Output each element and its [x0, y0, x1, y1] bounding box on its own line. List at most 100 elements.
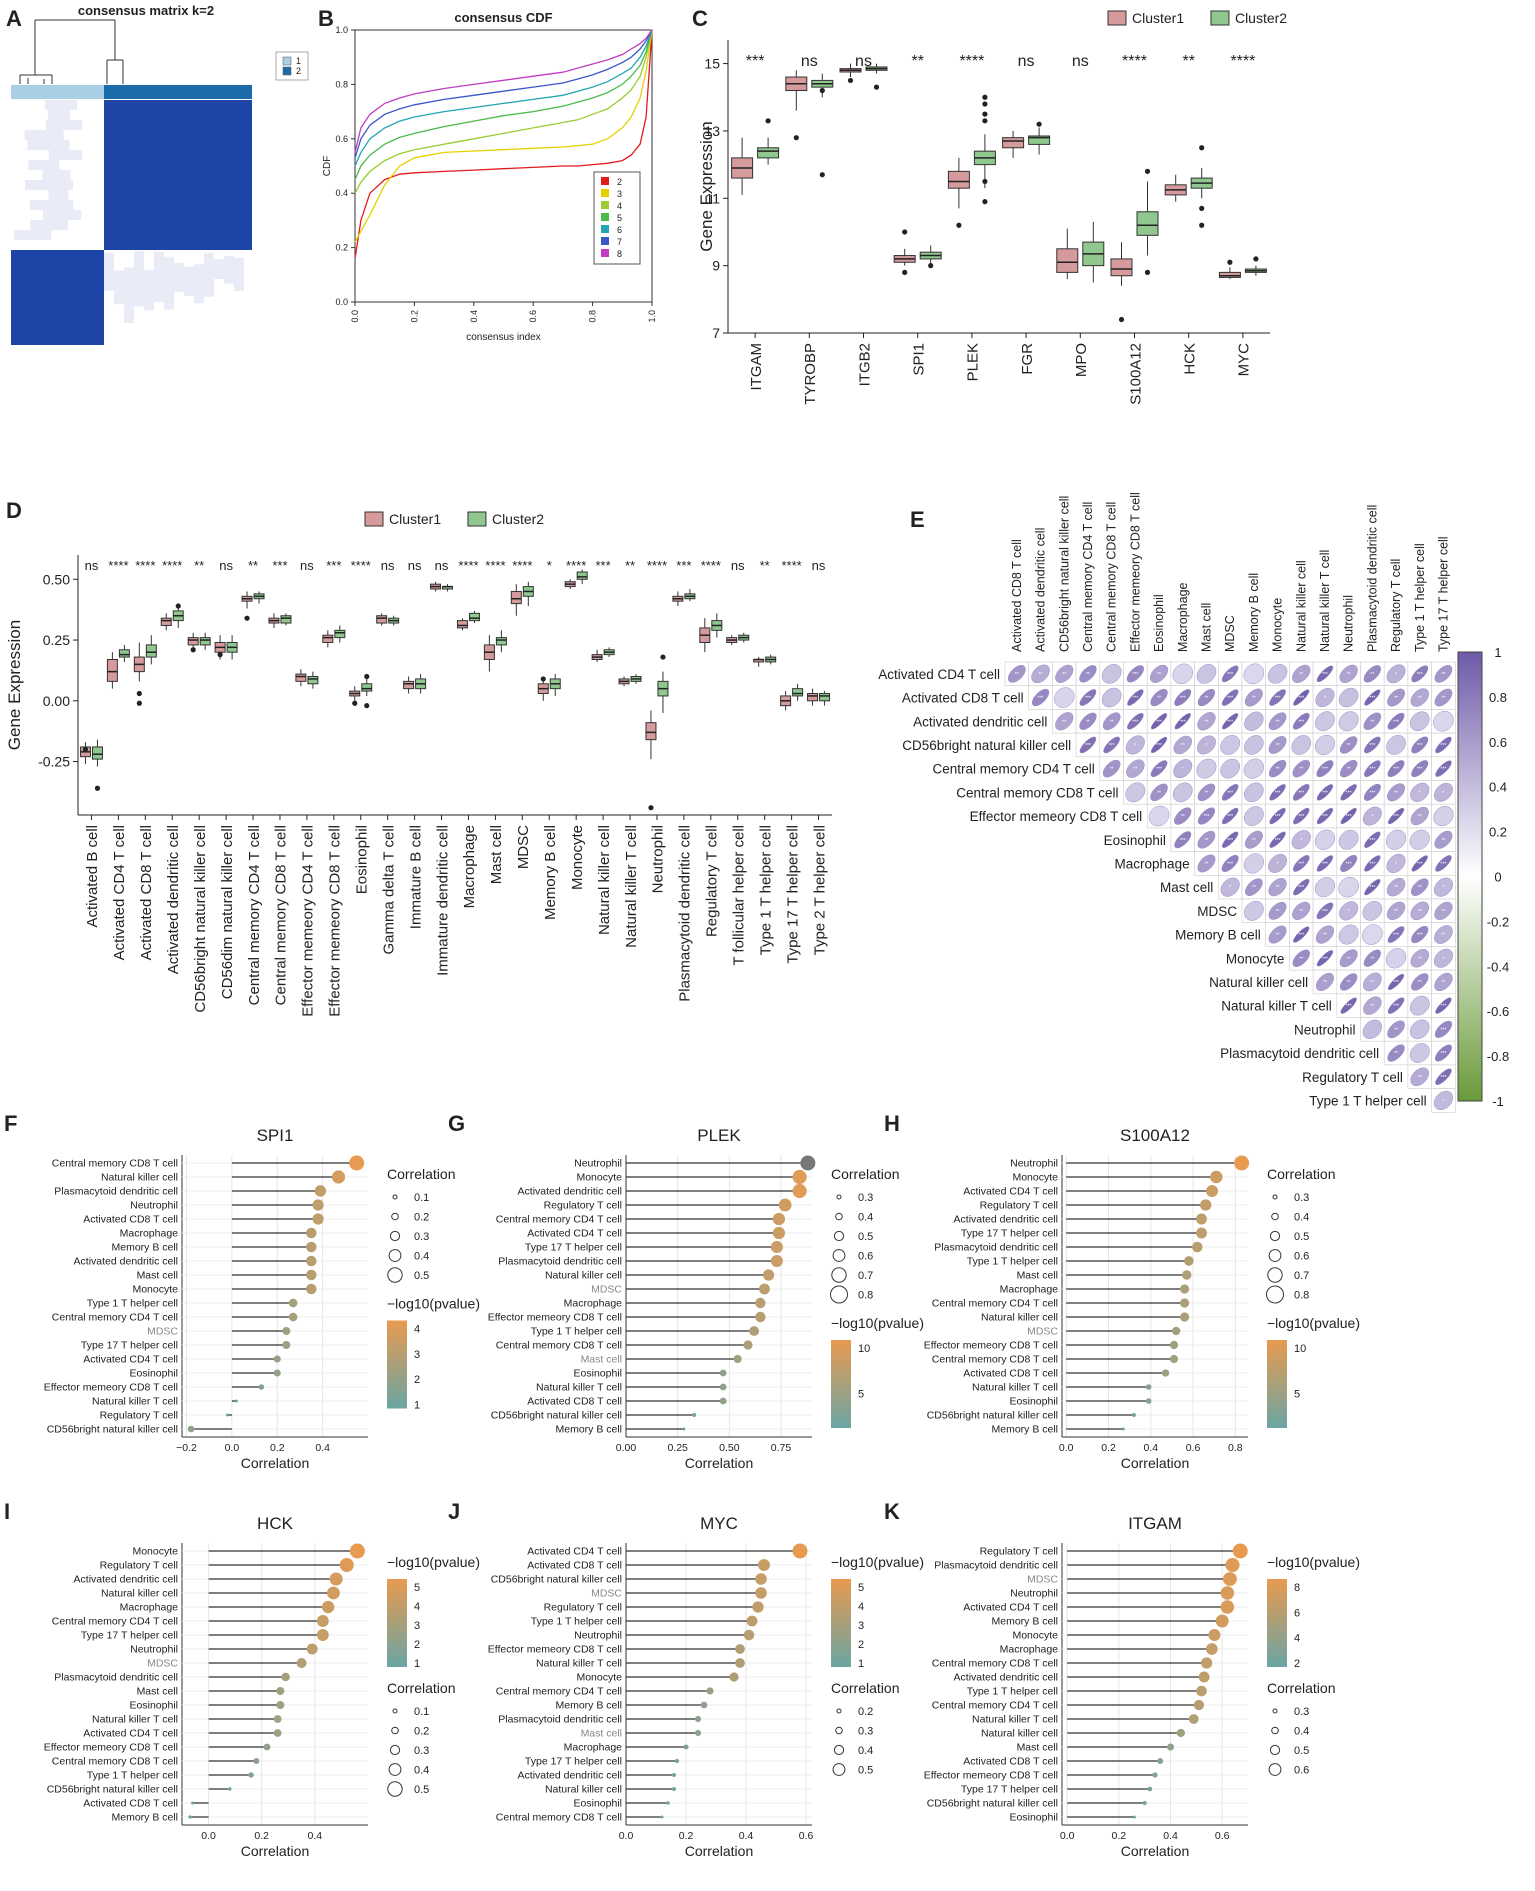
matrix-colorbar: 1 0.8 0.6 0.4 0.2 0 -0.2 -0.4 -0.6 -0.8 -1	[1458, 645, 1509, 1109]
colorbar-bar	[1458, 652, 1482, 1101]
lollipop-dot	[313, 1213, 324, 1224]
legend-item-label: 0.1	[414, 1706, 429, 1718]
panel-a-consensus-matrix: consensus matrix k=212	[11, 3, 308, 345]
box-outlier	[1227, 260, 1232, 265]
box-cluster1	[215, 635, 225, 659]
significance-label: ****	[135, 558, 155, 573]
box-cluster1	[727, 635, 737, 645]
matrix-soft-cell	[174, 263, 184, 292]
legend-item-label: 0.6	[1294, 1251, 1309, 1263]
matrix-star: ***	[1441, 1075, 1447, 1081]
panel-a-legend: 12	[276, 52, 308, 80]
row-label: Neutrophil	[574, 1630, 622, 1642]
matrix-star: ***	[1132, 672, 1138, 678]
lollipop-dot	[1200, 1199, 1211, 1210]
matrix-star: **	[1299, 767, 1303, 773]
row-label: Monocyte	[576, 1172, 622, 1184]
box-cluster1	[700, 618, 710, 652]
box-cluster1	[511, 584, 521, 616]
panel-letter-b: B	[318, 6, 334, 31]
row-label: Activated CD4 T cell	[527, 1228, 622, 1240]
x-tick-label: Memory B cell	[542, 825, 559, 920]
legend-label-k3: 3	[617, 189, 622, 199]
lollipop-dot	[322, 1601, 334, 1613]
box-iqr	[758, 148, 779, 158]
legend-swatch-cluster1	[1108, 11, 1126, 25]
legend-title: Correlation	[1267, 1680, 1335, 1696]
lollipop-dot	[274, 1355, 281, 1362]
row-label: Eosinophil	[574, 1798, 622, 1810]
matrix-soft-cell	[124, 267, 134, 323]
box-iqr	[469, 613, 479, 620]
matrix-star: ***	[1132, 696, 1138, 702]
y-tick-label: -0.25	[38, 754, 70, 770]
x-tick-label: 0.4	[1143, 1442, 1158, 1454]
row-label: Activated CD4 T cell	[83, 1728, 178, 1740]
matrix-star: **	[1204, 719, 1208, 725]
lollipop-dot	[317, 1615, 329, 1627]
x-tick-label: MYC	[1236, 343, 1253, 377]
cluster-bar-2	[104, 85, 252, 99]
colorbar-tick-label: 0.8	[1489, 690, 1507, 705]
box-iqr	[511, 591, 521, 603]
box-cluster1	[754, 657, 764, 667]
matrix-star: ***	[1322, 814, 1328, 820]
legend-item-label: 3	[414, 1349, 420, 1361]
matrix-star: ***	[1441, 767, 1447, 773]
matrix-row-label: Neutrophil	[1294, 1022, 1356, 1037]
lollipop-dot	[692, 1413, 696, 1417]
lollipop-dot	[1180, 1312, 1189, 1321]
significance-label: **	[194, 558, 204, 573]
lollipop-dot	[763, 1269, 774, 1280]
box-cluster2	[173, 603, 183, 627]
legend-item-label: 0.4	[1294, 1726, 1309, 1738]
matrix-star: **	[1062, 719, 1066, 725]
lollipop-dot	[1192, 1242, 1203, 1253]
y-tick-label: 15	[704, 56, 720, 72]
legend-color: −log10(pvalue)8642	[1267, 1554, 1360, 1670]
row-label: Activated CD4 T cell	[527, 1546, 622, 1558]
legend-title: Correlation	[1267, 1166, 1335, 1182]
box-cluster2	[119, 645, 129, 662]
row-label: Natural killer cell	[101, 1172, 178, 1184]
box-cluster2	[758, 118, 779, 164]
matrix-star: ***	[1417, 767, 1423, 773]
lollipop-dot	[1196, 1214, 1207, 1225]
significance-label: ****	[1122, 53, 1147, 70]
legend-size-circle	[389, 1764, 401, 1776]
box-iqr	[646, 723, 656, 740]
matrix-column-label: Type 1 T helper cell	[1413, 543, 1427, 652]
x-tick-label: 0.00	[616, 1442, 637, 1454]
box-outlier	[982, 95, 987, 100]
x-tick-label: CD56dim natural killer cell	[219, 825, 236, 999]
matrix-star: *	[1229, 885, 1231, 891]
lollipop-dot	[1194, 1700, 1204, 1710]
significance-label: ***	[746, 53, 765, 70]
x-axis-label: Correlation	[685, 1843, 753, 1859]
lollipop-dot	[1223, 1572, 1237, 1586]
matrix-star: ***	[1346, 1004, 1352, 1010]
matrix-star: ***	[1298, 861, 1304, 867]
row-label: Central memory CD8 T cell	[496, 1340, 622, 1352]
box-outlier	[352, 701, 357, 706]
box-outlier	[820, 88, 825, 93]
matrix-star: ***	[1346, 814, 1352, 820]
box-outlier	[982, 118, 987, 123]
matrix-block-cluster-1	[11, 250, 104, 345]
x-tick-label: 0.0	[619, 1830, 634, 1842]
matrix-star: **	[1418, 1075, 1422, 1081]
box-iqr	[1219, 272, 1240, 277]
lollipop-dot	[297, 1658, 307, 1668]
lollipop-dot	[306, 1256, 316, 1266]
x-tick-label: Plasmacytoid dendritic cell	[677, 825, 694, 1002]
lollipop-dot	[729, 1672, 738, 1681]
legend-item-label: 4	[858, 1601, 864, 1613]
matrix-star: **	[1181, 743, 1185, 749]
box-cluster2	[974, 95, 995, 205]
row-label: Natural killer T cell	[92, 1396, 178, 1408]
matrix-star: ***	[1298, 814, 1304, 820]
legend-label-k8: 8	[617, 249, 622, 259]
x-tick-label: 0.75	[771, 1442, 792, 1454]
legend-size-circle	[1272, 1213, 1279, 1220]
x-tick-label: Natural killer cell	[596, 825, 613, 935]
